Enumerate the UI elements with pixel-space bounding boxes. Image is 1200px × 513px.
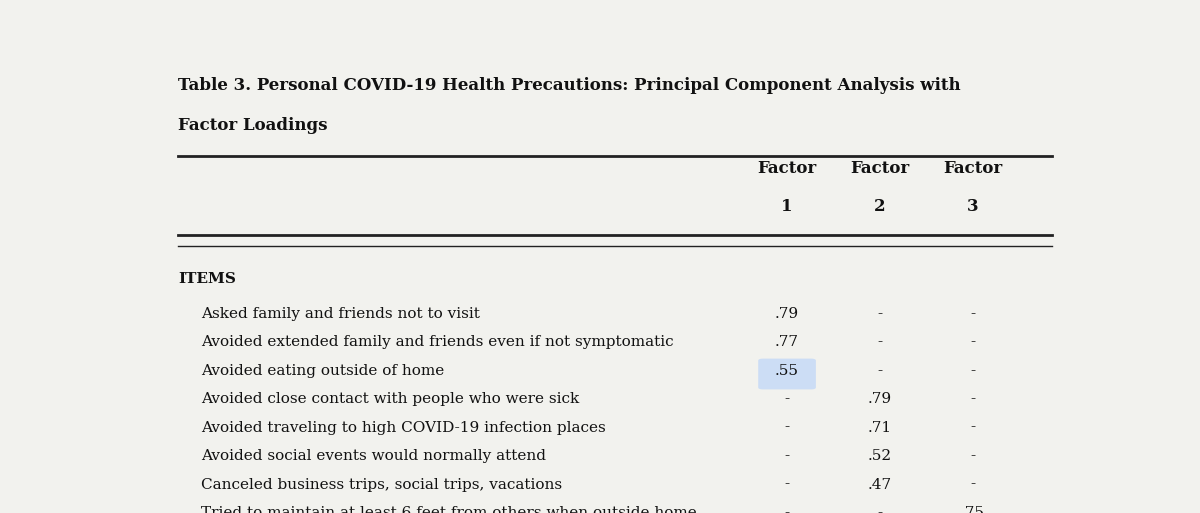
- Text: 3: 3: [967, 198, 979, 215]
- Text: .75: .75: [961, 506, 985, 513]
- Text: -: -: [971, 307, 976, 321]
- Text: Avoided traveling to high COVID-19 infection places: Avoided traveling to high COVID-19 infec…: [202, 421, 606, 435]
- Text: -: -: [971, 364, 976, 378]
- Text: -: -: [877, 307, 883, 321]
- Text: -: -: [971, 449, 976, 463]
- Text: Asked family and friends not to visit: Asked family and friends not to visit: [202, 307, 480, 321]
- Text: Avoided eating outside of home: Avoided eating outside of home: [202, 364, 444, 378]
- Text: -: -: [877, 364, 883, 378]
- Text: 2: 2: [875, 198, 886, 215]
- Text: .79: .79: [775, 307, 799, 321]
- Text: .77: .77: [775, 336, 799, 349]
- Text: -: -: [971, 392, 976, 406]
- FancyBboxPatch shape: [758, 359, 816, 389]
- Text: .52: .52: [868, 449, 892, 463]
- Text: 1: 1: [781, 198, 793, 215]
- Text: -: -: [971, 421, 976, 435]
- Text: .47: .47: [868, 478, 892, 491]
- Text: Table 3. Personal COVID-19 Health Precautions: Principal Component Analysis with: Table 3. Personal COVID-19 Health Precau…: [178, 77, 960, 94]
- Text: Factor: Factor: [943, 160, 1003, 177]
- Text: Tried to maintain at least 6 feet from others when outside home: Tried to maintain at least 6 feet from o…: [202, 506, 697, 513]
- Text: Avoided social events would normally attend: Avoided social events would normally att…: [202, 449, 546, 463]
- Text: -: -: [785, 392, 790, 406]
- Text: Avoided close contact with people who were sick: Avoided close contact with people who we…: [202, 392, 580, 406]
- Text: -: -: [971, 336, 976, 349]
- Text: Factor: Factor: [851, 160, 910, 177]
- Text: ITEMS: ITEMS: [178, 272, 235, 286]
- Text: Canceled business trips, social trips, vacations: Canceled business trips, social trips, v…: [202, 478, 563, 491]
- Text: -: -: [785, 421, 790, 435]
- Text: .55: .55: [775, 364, 799, 378]
- Text: -: -: [877, 506, 883, 513]
- Text: .71: .71: [868, 421, 892, 435]
- Text: -: -: [785, 506, 790, 513]
- Text: -: -: [785, 478, 790, 491]
- Text: Factor: Factor: [757, 160, 817, 177]
- Text: .79: .79: [868, 392, 892, 406]
- Text: -: -: [971, 478, 976, 491]
- Text: Factor Loadings: Factor Loadings: [178, 117, 328, 134]
- Text: -: -: [785, 449, 790, 463]
- Text: -: -: [877, 336, 883, 349]
- Text: Avoided extended family and friends even if not symptomatic: Avoided extended family and friends even…: [202, 336, 673, 349]
